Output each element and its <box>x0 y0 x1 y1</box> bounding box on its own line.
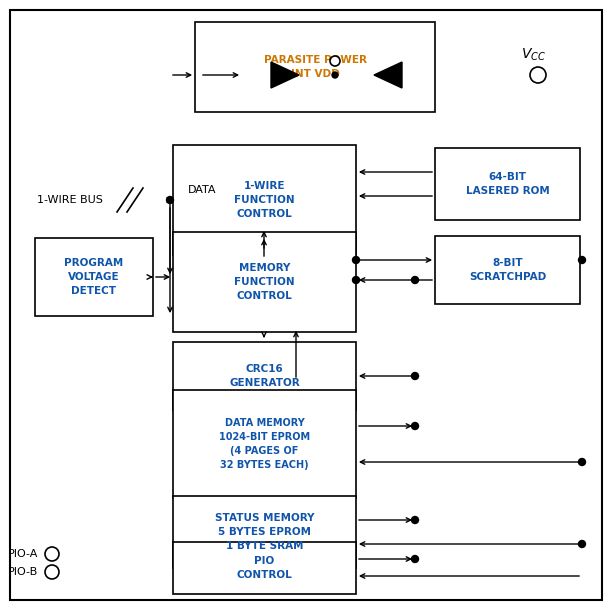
Bar <box>35 238 153 316</box>
Circle shape <box>352 257 360 263</box>
Text: DATA: DATA <box>188 185 216 195</box>
Bar <box>173 496 356 568</box>
Circle shape <box>578 540 586 548</box>
Circle shape <box>578 459 586 465</box>
Polygon shape <box>271 62 299 88</box>
Text: 64-BIT
LASERED ROM: 64-BIT LASERED ROM <box>465 172 550 196</box>
Polygon shape <box>374 62 402 88</box>
Text: PIO-A: PIO-A <box>7 549 38 559</box>
Bar <box>195 22 435 112</box>
Bar <box>173 390 356 498</box>
Circle shape <box>332 72 338 78</box>
Circle shape <box>411 276 419 284</box>
Text: STATUS MEMORY
5 BYTES EPROM
1 BYTE SRAM: STATUS MEMORY 5 BYTES EPROM 1 BYTE SRAM <box>215 513 314 551</box>
Text: PIO
CONTROL: PIO CONTROL <box>236 556 292 580</box>
Text: 8-BIT
SCRATCHPAD: 8-BIT SCRATCHPAD <box>469 258 546 282</box>
Text: 1-WIRE
FUNCTION
CONTROL: 1-WIRE FUNCTION CONTROL <box>234 181 295 219</box>
Text: CRC16
GENERATOR: CRC16 GENERATOR <box>229 364 300 388</box>
Circle shape <box>166 196 174 203</box>
Bar <box>173 542 356 594</box>
Text: DATA MEMORY
1024-BIT EPROM
(4 PAGES OF
32 BYTES EACH): DATA MEMORY 1024-BIT EPROM (4 PAGES OF 3… <box>219 418 310 470</box>
Text: PROGRAM
VOLTAGE
DETECT: PROGRAM VOLTAGE DETECT <box>64 258 123 296</box>
Circle shape <box>45 565 59 579</box>
Circle shape <box>45 547 59 561</box>
Circle shape <box>330 56 340 66</box>
Text: $V_{CC}$: $V_{CC}$ <box>521 47 546 63</box>
Text: PARASITE POWER
INT VDD: PARASITE POWER INT VDD <box>263 55 367 79</box>
Circle shape <box>578 257 586 263</box>
Circle shape <box>411 373 419 379</box>
Circle shape <box>411 422 419 430</box>
Bar <box>435 236 580 304</box>
Bar <box>173 145 356 255</box>
Circle shape <box>352 276 360 284</box>
Bar <box>173 232 356 332</box>
Bar <box>173 342 356 410</box>
Circle shape <box>411 516 419 524</box>
Text: MEMORY
FUNCTION
CONTROL: MEMORY FUNCTION CONTROL <box>234 263 295 301</box>
Text: PIO-B: PIO-B <box>8 567 38 577</box>
Bar <box>435 148 580 220</box>
Circle shape <box>411 556 419 562</box>
Circle shape <box>530 67 546 83</box>
Text: 1-WIRE BUS: 1-WIRE BUS <box>37 195 103 205</box>
